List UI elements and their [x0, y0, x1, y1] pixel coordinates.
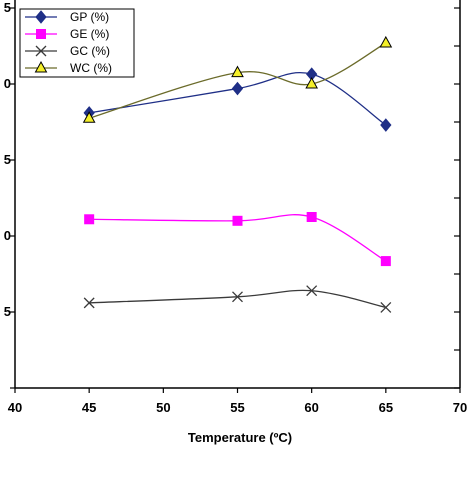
- x-tick-label: 55: [230, 400, 244, 415]
- data-point-x: [380, 301, 392, 313]
- data-point-diamond: [380, 118, 392, 132]
- x-tick-label: 45: [82, 400, 96, 415]
- legend-label: WC (%): [70, 61, 112, 75]
- data-point-square: [306, 212, 317, 222]
- data-point-x: [306, 285, 318, 297]
- x-tick-label: 65: [379, 400, 393, 415]
- legend-label: GC (%): [70, 44, 110, 58]
- legend-label: GE (%): [70, 27, 109, 41]
- series-line-2: [89, 289, 386, 309]
- data-point-triangle: [379, 35, 393, 48]
- legend-marker-x: [35, 45, 47, 57]
- series-lines: [88, 42, 387, 309]
- y-tick-label: 5: [4, 304, 11, 319]
- y-tick-label: 5: [4, 152, 11, 167]
- data-point-triangle: [231, 65, 244, 78]
- legend: GP (%) GE (%) GC (%) WC (%): [19, 8, 135, 78]
- data-point-triangle: [305, 76, 319, 89]
- legend-marker-diamond: [35, 10, 47, 24]
- series-markers: [82, 35, 393, 313]
- data-point-x: [83, 297, 95, 309]
- data-point-triangle: [82, 111, 96, 123]
- x-tick-label: 60: [304, 400, 318, 415]
- data-point-square: [380, 256, 391, 267]
- y-tick-label: 0: [4, 228, 11, 243]
- x-axis-title: Temperature (ºC): [188, 430, 292, 445]
- legend-marker-triangle: [34, 60, 48, 73]
- series-line-0: [89, 72, 387, 126]
- data-point-x: [232, 291, 243, 303]
- data-point-square: [232, 215, 243, 226]
- data-point-square: [84, 214, 95, 225]
- series-line-1: [89, 214, 387, 262]
- x-tick-label: 50: [156, 400, 170, 415]
- legend-marker-square: [36, 29, 46, 39]
- x-tick-label: 40: [8, 400, 22, 415]
- data-point-diamond: [231, 81, 244, 96]
- y-tick-label: 0: [4, 76, 11, 91]
- legend-label: GP (%): [70, 10, 109, 24]
- series-line-3: [88, 42, 387, 119]
- x-tick-label: 70: [453, 400, 467, 415]
- y-tick-label: 5: [4, 0, 11, 15]
